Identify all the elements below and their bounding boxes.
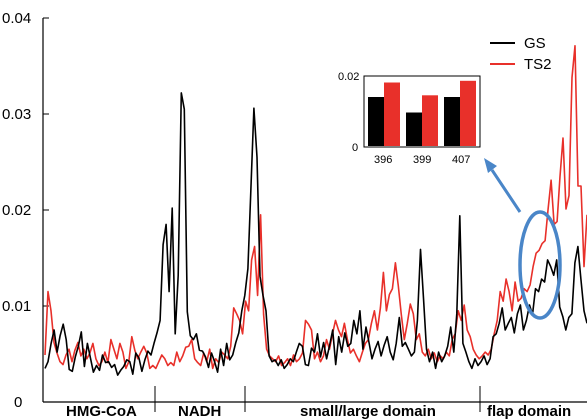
inset-bar-gs-399 xyxy=(406,112,422,146)
inset-x-tick-label: 396 xyxy=(374,154,392,166)
y-tick: 0.04 xyxy=(2,10,49,27)
inset-x-tick-label: 399 xyxy=(413,154,431,166)
region-labels: HMG-CoA NADH small/large domain flap dom… xyxy=(66,386,571,419)
inset-y-tick-label: 0 xyxy=(352,142,358,154)
inset-bar-gs-407 xyxy=(444,97,460,146)
annotation-arrow xyxy=(490,169,522,213)
y-tick-label: 0.01 xyxy=(2,298,31,315)
inset-bar-ts2-396 xyxy=(384,82,400,146)
y-tick: 0.03 xyxy=(2,106,49,123)
y-tick: 0 xyxy=(14,394,49,411)
highlight-ellipse xyxy=(518,210,562,320)
y-tick-label: 0 xyxy=(14,394,22,411)
series-line-gs xyxy=(44,92,587,376)
legend-label-ts2: TS2 xyxy=(524,56,552,73)
region-label-hmg-coa: HMG-CoA xyxy=(66,403,137,419)
inset-y-tick-label: 0.02 xyxy=(338,71,359,83)
inset-bar-ts2-399 xyxy=(422,95,438,146)
region-label-flap-domain: flap domain xyxy=(487,403,571,419)
inset-bar-chart: 0.02 0 396 399 407 xyxy=(338,71,481,166)
region-label-nadh: NADH xyxy=(178,403,221,419)
y-tick-label: 0.02 xyxy=(2,202,31,219)
legend: GS TS2 xyxy=(490,35,552,73)
inset-bars xyxy=(368,80,476,146)
y-tick-label: 0.04 xyxy=(2,10,31,27)
y-tick: 0.02 xyxy=(2,202,49,219)
y-tick-label: 0.03 xyxy=(2,106,31,123)
annotation-arrowhead xyxy=(484,158,497,173)
legend-label-gs: GS xyxy=(524,35,546,52)
y-ticks: 0 0.01 0.02 0.03 0.04 xyxy=(2,10,49,411)
y-tick: 0.01 xyxy=(2,298,49,315)
inset-bar-ts2-407 xyxy=(460,80,476,146)
inset-x-tick-label: 407 xyxy=(452,154,470,166)
inset-bar-gs-396 xyxy=(368,97,384,146)
series-line-ts2 xyxy=(44,44,587,370)
region-label-small-large-domain: small/large domain xyxy=(300,403,436,419)
